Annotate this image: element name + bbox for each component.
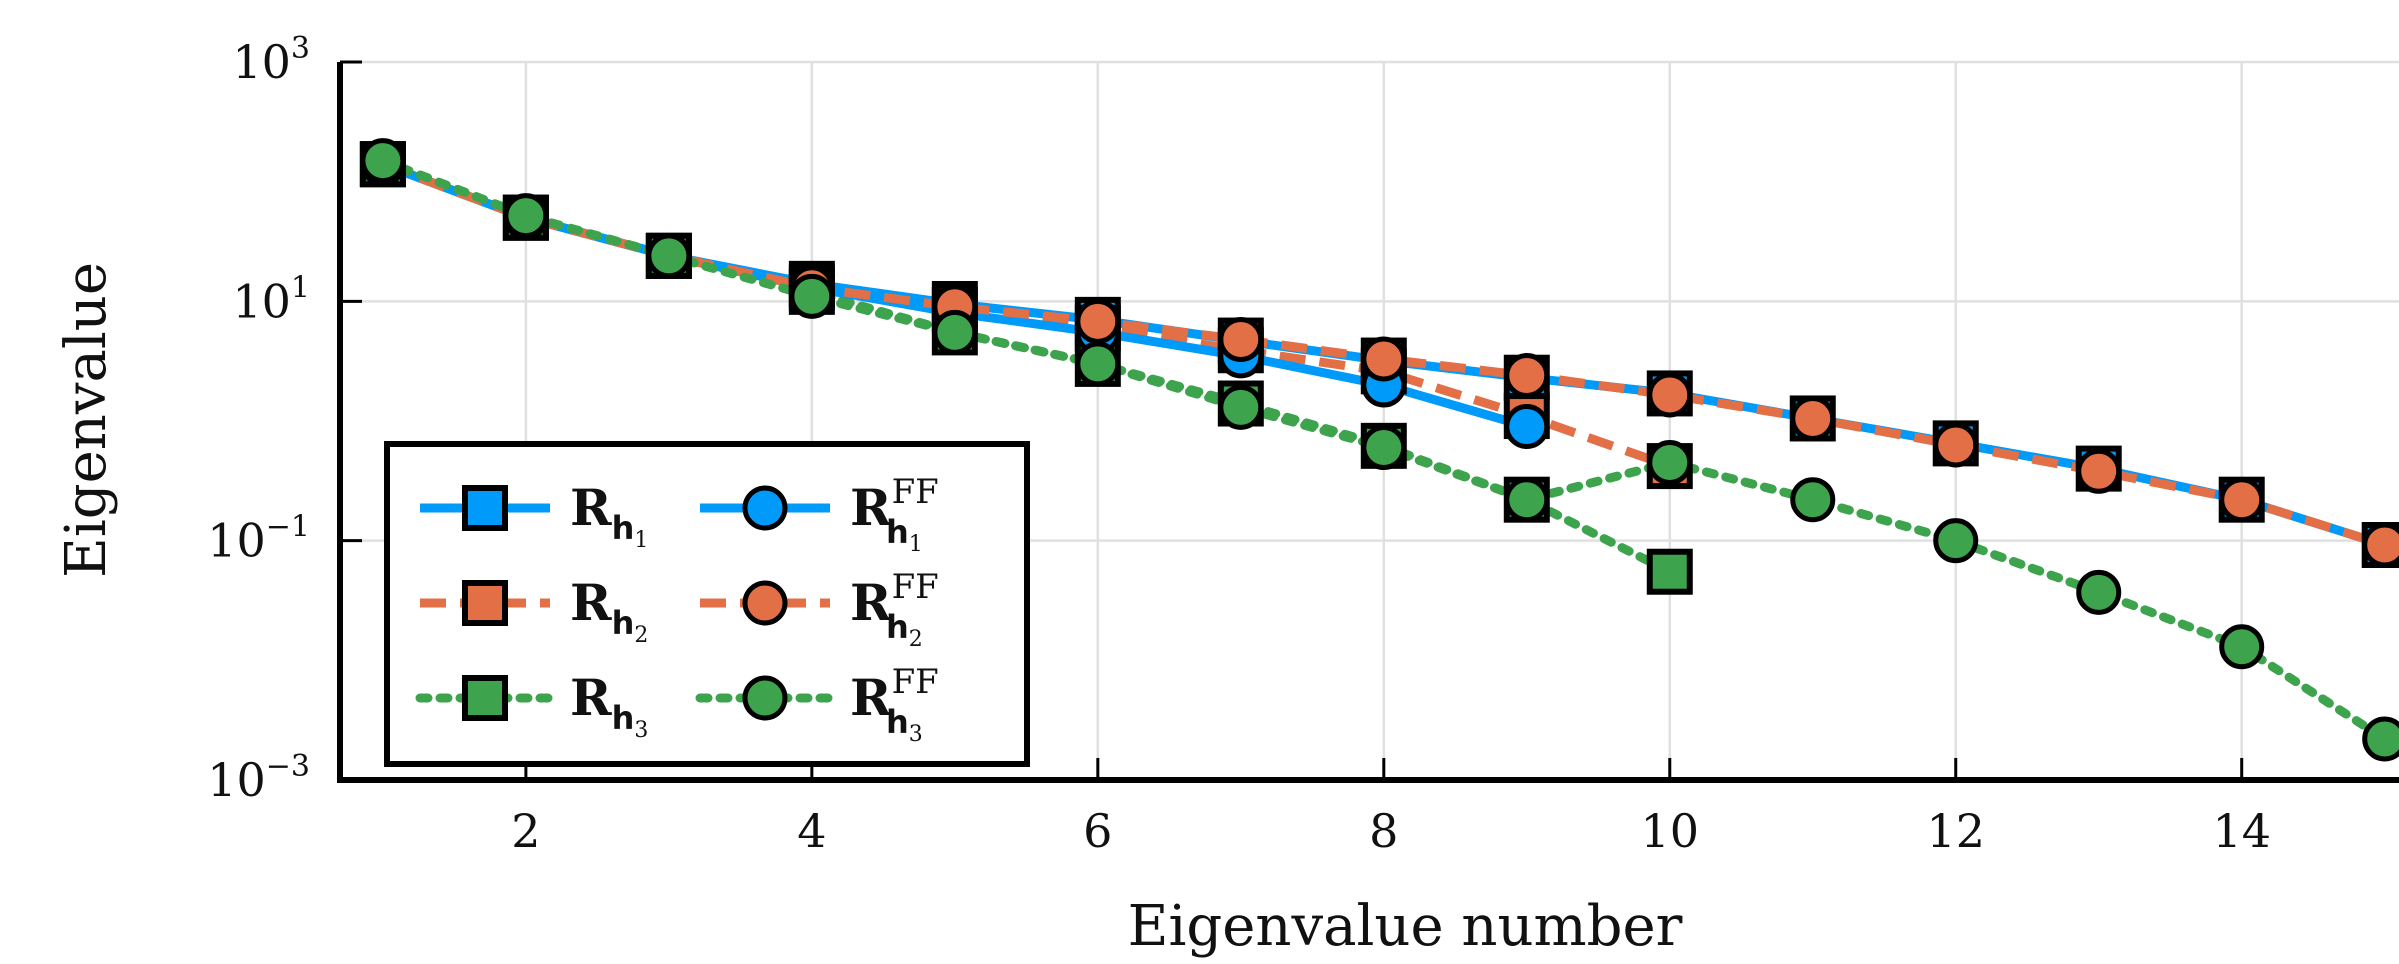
legend-label-sub: h [886,513,909,551]
data-point-5 [1647,372,1693,418]
data-point-4 [1504,403,1550,449]
legend-label-main: R [850,573,892,632]
data-point-6 [1504,477,1550,523]
data-point-5 [1504,353,1550,399]
y-tick-label: 101 [232,270,310,328]
data-point-6 [2076,569,2122,615]
legend-label-4: RFF h1 [850,472,939,557]
y-tick-exponent: 1 [291,270,310,305]
data-point-6 [932,309,978,355]
y-tick-base: 10 [207,753,266,807]
legend-marker-5 [742,580,788,626]
legend-label-main: R [570,573,612,632]
data-point-6 [1218,384,1264,430]
data-point-5 [1361,336,1407,382]
legend-label-subsub: 2 [634,623,648,648]
legend-label-subsub: 1 [634,528,648,553]
legend-label-sup: FF [892,662,939,702]
y-tick-label: 103 [232,31,310,89]
x-tick-label: 12 [1926,804,1985,858]
x-tick-labels: 2 4 6 8 10 12 14 [511,804,2271,858]
legend-label-sub: h [886,608,909,646]
y-tick-base: 10 [232,35,291,89]
data-point-5 [2076,448,2122,494]
legend-label-5: RFF h2 [850,567,939,652]
legend-label-sup: FF [892,472,939,512]
x-axis-title: Eigenvalue number [1128,894,1683,959]
legend-label-2: Rh2 [570,573,648,648]
data-point-5 [1933,422,1979,468]
legend-label-main: R [850,668,892,727]
data-point-6 [1647,439,1693,485]
data-point-5 [2219,477,2265,523]
data-point-5 [1075,298,1121,344]
legend-label-subsub: 1 [909,532,923,557]
legend-label-sub: h [612,509,635,547]
legend-label-main: R [850,478,892,537]
legend-marker-4 [742,485,788,531]
legend-label-main: R [570,668,612,727]
data-point-6 [503,193,549,239]
legend-marker-3 [462,675,508,721]
data-point-6 [1075,341,1121,387]
series-markers [359,138,2399,762]
legend-label-6: RFF h3 [850,662,939,747]
y-tick-base: 10 [232,274,291,328]
legend-label-main: R [570,478,612,537]
legend-label-sub: h [612,699,635,737]
data-point-6 [646,233,692,279]
data-point-3 [1646,548,1693,595]
data-point-5 [2362,522,2399,568]
legend-marker-6 [742,675,788,721]
data-point-5 [1790,395,1836,441]
legend-label-sub: h [612,604,635,642]
x-tick-label: 4 [797,804,826,858]
y-tick-label: 10−3 [207,749,310,807]
legend-marker-2 [462,580,508,626]
axes [337,60,2399,783]
legend-label-3: Rh3 [570,668,648,743]
x-tick-label: 6 [1083,804,1112,858]
y-tick-exponent: −3 [266,749,310,784]
data-point-6 [360,138,406,184]
data-point-6 [2219,624,2265,670]
x-tick-label: 10 [1640,804,1699,858]
y-tick-exponent: 3 [291,31,310,66]
legend-label-1: Rh1 [570,478,648,553]
y-tick-exponent: −1 [266,510,310,545]
data-point-5 [1218,316,1264,362]
data-point-6 [789,273,835,319]
data-point-6 [1933,518,1979,564]
data-point-6 [1790,477,1836,523]
legend-label-subsub: 2 [909,627,923,652]
legend-marker-1 [462,485,508,531]
legend-label-sub: h [886,703,909,741]
x-tick-label: 2 [511,804,540,858]
x-tick-label: 14 [2212,804,2271,858]
y-tick-label: 10−1 [207,510,310,568]
y-axis-title: Eigenvalue [54,262,119,578]
data-point-6 [2362,716,2399,762]
legend-label-subsub: 3 [909,722,923,747]
x-tick-label: 8 [1369,804,1398,858]
data-point-6 [1361,425,1407,471]
legend-label-subsub: 3 [634,718,648,743]
y-tick-base: 10 [207,514,266,568]
legend-label-sup: FF [892,567,939,607]
